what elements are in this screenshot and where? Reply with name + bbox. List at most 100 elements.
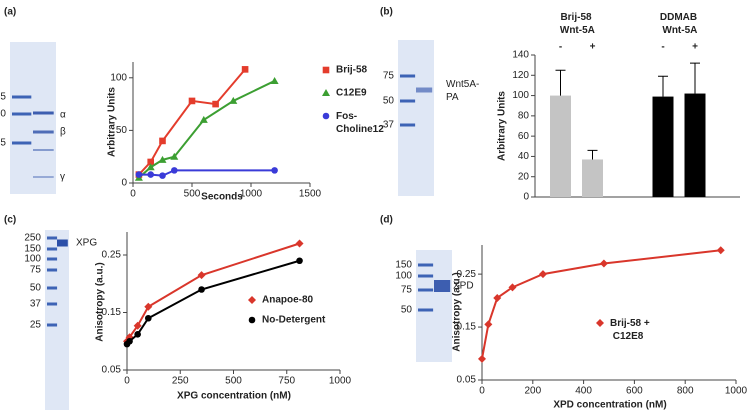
group-label: DDMAB Wnt-5A	[660, 12, 698, 36]
x-tick-label: 1000	[329, 376, 352, 387]
series-line	[138, 80, 276, 179]
panel-label: (d)	[380, 215, 393, 226]
y-axis-title: Anisotropy (a.u.)	[95, 262, 106, 341]
marker	[171, 167, 178, 174]
x-tick-label: -	[559, 42, 562, 53]
y-tick-label: 0.15	[457, 322, 477, 333]
gel-band	[418, 263, 434, 267]
gel-marker-label: 75	[30, 265, 42, 276]
marker	[478, 354, 486, 363]
marker	[229, 96, 238, 104]
gel-band	[12, 95, 32, 99]
group-label: Brij-58 Wnt-5A	[557, 12, 595, 36]
y-axis-title: Anisotropy (a.u.)	[452, 272, 463, 351]
marker	[170, 152, 179, 160]
x-tick-label: +	[692, 42, 698, 53]
gel-band	[47, 236, 58, 240]
x-tick-label: 500	[184, 189, 201, 200]
gel-band	[57, 239, 68, 247]
gel-band	[47, 302, 58, 306]
marker	[716, 246, 725, 255]
y-tick-label: 40	[518, 151, 530, 162]
gel-band-label: XPG	[76, 238, 97, 249]
gel-band	[12, 141, 32, 145]
legend-marker	[322, 89, 330, 96]
gel-band-label: Wnt5A-PA	[446, 79, 479, 103]
marker	[296, 257, 303, 265]
error-bar	[658, 75, 668, 97]
gel-marker-label: 50	[401, 305, 413, 316]
x-tick-label: 1000	[725, 386, 748, 397]
x-axis-title: Seconds	[201, 192, 243, 203]
marker	[134, 331, 141, 338]
gel-band	[418, 274, 434, 278]
legend-marker	[248, 316, 256, 324]
y-tick-label: 60	[518, 131, 530, 142]
gel	[45, 230, 69, 410]
gel-band	[47, 247, 58, 251]
gel-band-label: α	[60, 110, 66, 121]
error-bar	[587, 149, 598, 160]
series-line	[138, 68, 246, 176]
legend-label: C12E9	[336, 88, 367, 99]
y-tick-label: 120	[512, 70, 529, 81]
gel-band	[47, 286, 58, 290]
gel-marker-label: 75	[401, 285, 413, 296]
x-tick-label: 250	[172, 376, 189, 387]
gel-band	[47, 257, 58, 261]
marker	[145, 314, 152, 322]
gel-marker-label: 250	[24, 233, 41, 244]
gel-band	[418, 288, 434, 292]
gel-marker-label: 25	[0, 138, 6, 149]
x-tick-label: 1500	[299, 189, 322, 200]
gel-marker-label: 37	[383, 120, 395, 131]
gel	[416, 250, 452, 362]
gel-band-label: γ	[60, 172, 65, 183]
gel-marker-label: 50	[383, 96, 395, 107]
x-tick-label: 800	[677, 386, 694, 397]
error-bar	[690, 62, 700, 94]
gel-marker-label: 100	[395, 271, 412, 282]
gel-band	[400, 99, 416, 103]
gel-band	[434, 280, 451, 292]
y-tick-label: 0	[121, 178, 127, 189]
y-tick-label: 100	[110, 72, 127, 83]
panel-label: (b)	[380, 7, 393, 18]
legend-label: No-Detergent	[262, 315, 326, 326]
legend-marker	[596, 319, 604, 327]
gel-marker-label: 50	[30, 283, 42, 294]
marker	[212, 100, 219, 108]
gel-band	[33, 176, 54, 178]
bar	[684, 93, 706, 197]
marker	[271, 167, 278, 174]
gel-band	[33, 111, 54, 115]
x-tick-label: 750	[278, 376, 295, 387]
gel-marker-label: 100	[24, 254, 41, 265]
marker	[538, 270, 547, 279]
marker	[493, 293, 502, 302]
gel-band	[33, 130, 54, 134]
gel-marker-label: 75	[383, 71, 395, 82]
marker	[144, 302, 153, 311]
marker	[146, 163, 155, 171]
marker	[188, 97, 196, 105]
y-tick-label: 100	[512, 90, 529, 101]
series-line	[126, 242, 300, 342]
y-tick-label: 0.05	[457, 375, 477, 386]
gel-marker-label: 75	[0, 92, 6, 103]
legend-label: Anapoe-80	[262, 295, 314, 306]
bar	[582, 159, 603, 197]
x-tick-label: 0	[479, 386, 485, 397]
legend-label: Fos-Choline12	[336, 111, 384, 135]
marker	[126, 337, 133, 345]
legend-marker	[248, 296, 256, 304]
marker	[241, 66, 249, 73]
x-tick-label: 500	[225, 376, 242, 387]
panel-label: (a)	[4, 7, 16, 18]
panel-label: (c)	[4, 215, 16, 226]
marker	[599, 259, 608, 268]
gel-marker-label: 150	[24, 244, 41, 255]
y-tick-label: 0.25	[457, 269, 477, 280]
y-tick-label: 0.15	[102, 307, 122, 318]
x-tick-label: 0	[124, 376, 130, 387]
